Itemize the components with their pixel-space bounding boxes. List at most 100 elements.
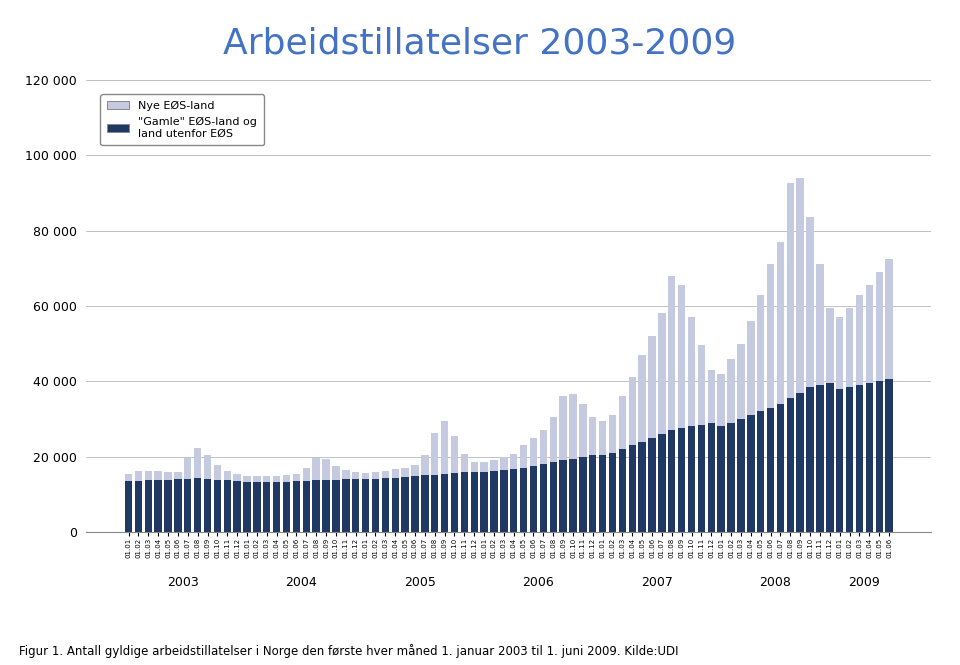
Bar bbox=[411, 476, 419, 532]
Bar bbox=[253, 476, 260, 482]
Bar bbox=[491, 471, 497, 532]
Bar bbox=[866, 285, 873, 383]
Bar bbox=[125, 473, 132, 481]
Bar bbox=[510, 454, 517, 469]
Bar bbox=[164, 479, 172, 532]
Bar bbox=[885, 259, 893, 379]
Bar bbox=[846, 387, 853, 532]
Text: 2006: 2006 bbox=[522, 577, 554, 589]
Bar bbox=[579, 457, 587, 532]
Bar bbox=[540, 464, 547, 532]
Bar bbox=[648, 438, 656, 532]
Bar bbox=[204, 455, 211, 479]
Legend: Nye EØS-land, "Gamle" EØS-land og
land utenfor EØS: Nye EØS-land, "Gamle" EØS-land og land u… bbox=[101, 94, 264, 145]
Bar bbox=[480, 471, 488, 532]
Bar bbox=[777, 242, 784, 404]
Bar bbox=[659, 434, 665, 532]
Bar bbox=[283, 475, 290, 481]
Bar bbox=[806, 217, 814, 387]
Bar bbox=[846, 308, 853, 387]
Bar bbox=[332, 479, 340, 532]
Bar bbox=[530, 438, 538, 466]
Bar bbox=[470, 471, 478, 532]
Bar bbox=[382, 479, 389, 532]
Bar bbox=[421, 455, 428, 475]
Bar bbox=[224, 471, 231, 480]
Bar bbox=[204, 479, 211, 532]
Bar bbox=[480, 462, 488, 471]
Bar bbox=[827, 308, 833, 383]
Bar bbox=[728, 358, 734, 423]
Bar bbox=[560, 396, 566, 460]
Bar bbox=[184, 479, 191, 532]
Bar bbox=[728, 423, 734, 532]
Bar bbox=[342, 479, 349, 532]
Bar bbox=[352, 479, 359, 532]
Bar bbox=[431, 434, 439, 475]
Bar bbox=[560, 460, 566, 532]
Bar bbox=[273, 482, 280, 532]
Bar bbox=[836, 317, 844, 389]
Bar bbox=[312, 480, 320, 532]
Bar bbox=[233, 481, 241, 532]
Bar bbox=[243, 476, 251, 482]
Bar bbox=[569, 394, 577, 459]
Bar bbox=[855, 295, 863, 385]
Bar bbox=[451, 473, 458, 532]
Bar bbox=[323, 460, 330, 480]
Bar bbox=[362, 479, 370, 532]
Bar bbox=[737, 344, 745, 419]
Bar bbox=[293, 481, 300, 532]
Bar bbox=[342, 469, 349, 479]
Text: Arbeidstillatelser 2003-2009: Arbeidstillatelser 2003-2009 bbox=[224, 27, 736, 61]
Bar bbox=[876, 381, 883, 532]
Text: Figur 1. Antall gyldige arbeidstillatelser i Norge den første hver måned 1. janu: Figur 1. Antall gyldige arbeidstillatels… bbox=[19, 644, 679, 658]
Bar bbox=[797, 178, 804, 392]
Bar bbox=[283, 481, 290, 532]
Bar bbox=[293, 474, 300, 481]
Bar bbox=[767, 408, 775, 532]
Bar bbox=[500, 457, 508, 469]
Bar bbox=[253, 482, 260, 532]
Bar bbox=[372, 479, 379, 532]
Bar bbox=[629, 378, 636, 446]
Bar bbox=[629, 446, 636, 532]
Bar bbox=[589, 455, 596, 532]
Bar bbox=[164, 471, 172, 479]
Bar bbox=[678, 428, 685, 532]
Bar bbox=[134, 471, 142, 481]
Bar bbox=[609, 453, 616, 532]
Bar bbox=[569, 459, 577, 532]
Bar bbox=[549, 417, 557, 462]
Bar bbox=[648, 336, 656, 438]
Bar bbox=[618, 396, 626, 449]
Bar bbox=[747, 415, 755, 532]
Bar bbox=[777, 404, 784, 532]
Bar bbox=[678, 285, 685, 428]
Bar bbox=[362, 473, 370, 479]
Bar bbox=[145, 471, 152, 480]
Bar bbox=[589, 417, 596, 455]
Text: 2004: 2004 bbox=[285, 577, 317, 589]
Bar bbox=[757, 412, 764, 532]
Bar bbox=[836, 389, 844, 532]
Bar bbox=[382, 471, 389, 479]
Bar bbox=[145, 480, 152, 532]
Bar bbox=[885, 379, 893, 532]
Bar bbox=[827, 383, 833, 532]
Bar bbox=[184, 458, 191, 479]
Bar bbox=[757, 295, 764, 412]
Bar bbox=[618, 449, 626, 532]
Bar bbox=[214, 480, 221, 532]
Bar bbox=[510, 469, 517, 532]
Bar bbox=[441, 474, 448, 532]
Bar bbox=[520, 468, 527, 532]
Bar bbox=[599, 455, 607, 532]
Bar bbox=[866, 383, 873, 532]
Bar bbox=[500, 469, 508, 532]
Text: 2003: 2003 bbox=[167, 577, 199, 589]
Bar bbox=[263, 476, 271, 482]
Bar bbox=[747, 321, 755, 415]
Bar bbox=[273, 476, 280, 482]
Bar bbox=[786, 398, 794, 532]
